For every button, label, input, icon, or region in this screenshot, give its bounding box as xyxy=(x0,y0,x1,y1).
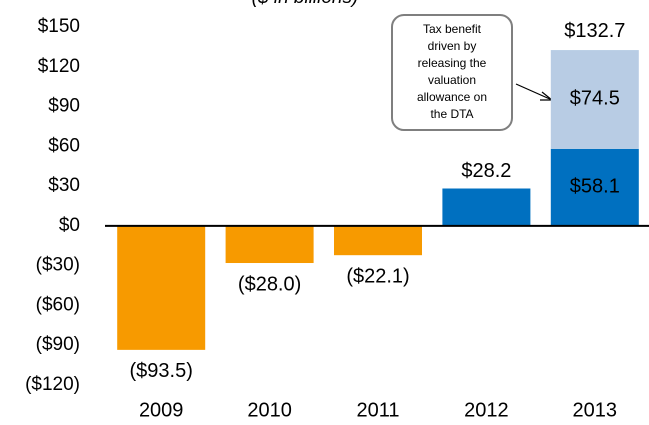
data-label: ($28.0) xyxy=(238,273,301,295)
data-label: $28.2 xyxy=(461,160,511,182)
y-tick-label: $30 xyxy=(48,175,80,196)
y-tick-label: $120 xyxy=(38,56,80,77)
y-tick-label: ($90) xyxy=(36,334,80,355)
x-tick-label: 2011 xyxy=(356,399,399,421)
bar xyxy=(550,148,639,226)
x-tick-label: 2009 xyxy=(139,399,184,421)
annotation-box xyxy=(391,14,513,131)
y-tick-label: $0 xyxy=(59,215,80,236)
annotation-text: driven by xyxy=(428,39,477,53)
y-tick-label: $60 xyxy=(48,135,80,156)
x-tick-label: 2010 xyxy=(247,399,292,421)
data-label: $74.5 xyxy=(570,88,620,110)
annotation-text: the DTA xyxy=(430,107,473,121)
y-tick-label: ($30) xyxy=(36,255,80,276)
y-tick-label: ($60) xyxy=(36,294,80,315)
data-label: ($93.5) xyxy=(130,360,193,382)
y-tick-label: $150 xyxy=(38,16,80,37)
annotation-text: Tax benefit xyxy=(423,22,482,36)
bar xyxy=(442,188,531,226)
bar xyxy=(334,225,422,256)
data-label: ($22.1) xyxy=(346,265,409,287)
data-label: $58.1 xyxy=(570,176,620,198)
x-tick-label: 2012 xyxy=(464,399,509,421)
y-tick-label: $90 xyxy=(48,96,80,117)
annotation-text: releasing the xyxy=(418,56,487,70)
bar xyxy=(117,225,206,350)
bar xyxy=(550,50,639,149)
annotation-arrow xyxy=(515,83,553,101)
total-label: $132.7 xyxy=(564,20,625,42)
chart-subtitle: ($ in billions) xyxy=(252,0,359,8)
y-tick-label: ($120) xyxy=(25,374,80,395)
bar xyxy=(225,225,314,264)
annotation-text: allowance on xyxy=(417,90,487,104)
x-tick-label: 2013 xyxy=(573,399,618,421)
annotation-text: valuation xyxy=(428,73,476,87)
